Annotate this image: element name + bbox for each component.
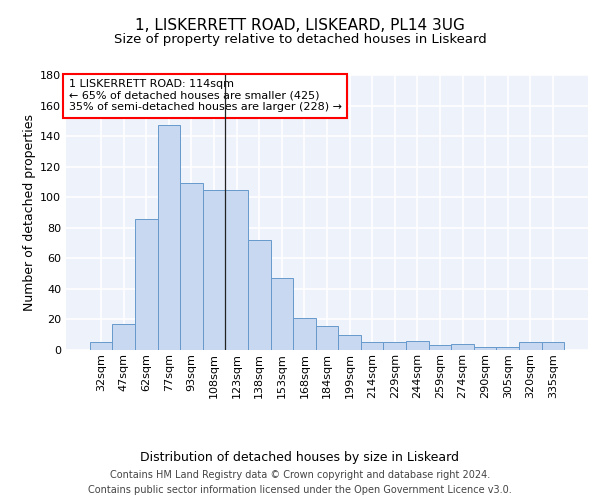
Bar xyxy=(451,344,474,350)
Bar xyxy=(338,334,361,350)
Bar xyxy=(90,342,112,350)
Text: Contains HM Land Registry data © Crown copyright and database right 2024.
Contai: Contains HM Land Registry data © Crown c… xyxy=(88,470,512,495)
Bar xyxy=(428,346,451,350)
Bar xyxy=(203,190,226,350)
Text: 1 LISKERRETT ROAD: 114sqm
← 65% of detached houses are smaller (425)
35% of semi: 1 LISKERRETT ROAD: 114sqm ← 65% of detac… xyxy=(68,79,341,112)
Bar xyxy=(226,190,248,350)
Bar xyxy=(180,184,203,350)
Bar xyxy=(361,342,383,350)
Bar xyxy=(519,342,542,350)
Bar xyxy=(112,324,135,350)
Text: Size of property relative to detached houses in Liskeard: Size of property relative to detached ho… xyxy=(113,32,487,46)
Bar xyxy=(542,342,564,350)
Bar xyxy=(474,347,496,350)
Bar xyxy=(316,326,338,350)
Bar xyxy=(293,318,316,350)
Bar xyxy=(135,218,158,350)
Bar xyxy=(406,341,428,350)
Bar xyxy=(248,240,271,350)
Bar xyxy=(383,342,406,350)
Bar xyxy=(271,278,293,350)
Text: 1, LISKERRETT ROAD, LISKEARD, PL14 3UG: 1, LISKERRETT ROAD, LISKEARD, PL14 3UG xyxy=(135,18,465,32)
Y-axis label: Number of detached properties: Number of detached properties xyxy=(23,114,36,311)
Text: Distribution of detached houses by size in Liskeard: Distribution of detached houses by size … xyxy=(140,451,460,464)
Bar xyxy=(158,126,180,350)
Bar xyxy=(496,347,519,350)
